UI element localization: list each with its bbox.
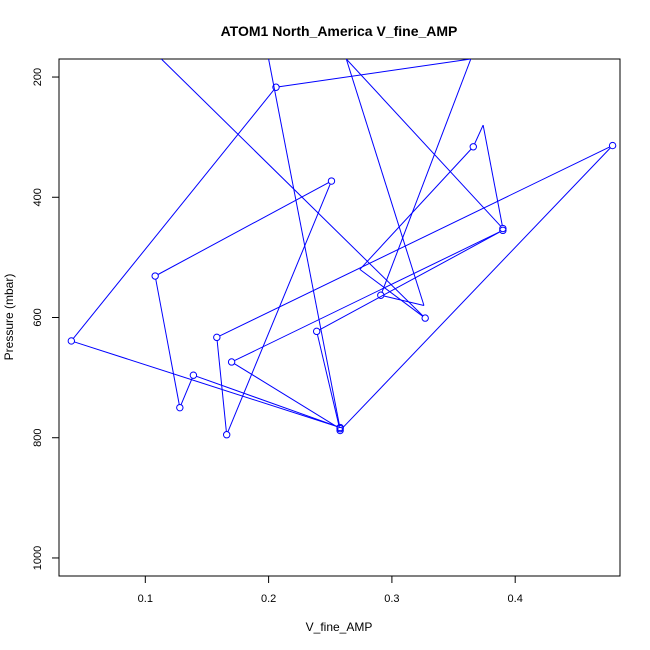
data-point <box>151 272 159 280</box>
series-0 <box>67 59 617 439</box>
chart-title: ATOM1 North_America V_fine_AMP <box>221 23 458 39</box>
series-segment <box>234 231 501 362</box>
data-point <box>67 337 76 345</box>
data-point <box>189 371 198 379</box>
series-segment <box>345 59 502 227</box>
x-axis-label: V_fine_AMP <box>306 620 373 634</box>
data-point <box>608 141 617 150</box>
series-segment <box>219 146 610 337</box>
y-tick-label: 1000 <box>32 546 44 570</box>
data-point <box>327 177 336 185</box>
series-segment <box>341 147 611 429</box>
series-segment <box>319 231 501 331</box>
data-point <box>213 333 221 342</box>
series-segment <box>279 59 471 88</box>
data-point <box>469 143 477 151</box>
x-tick-label: 0.1 <box>138 593 153 605</box>
data-point <box>227 358 236 366</box>
series-segment <box>482 125 503 226</box>
series-segment <box>72 89 275 339</box>
y-axis-label: Pressure (mbar) <box>2 274 16 361</box>
series-segment <box>359 148 472 270</box>
series-segment <box>359 269 423 317</box>
series-segment <box>216 340 227 432</box>
series-segment <box>160 59 424 317</box>
plot-area <box>67 59 617 439</box>
data-point <box>336 425 344 433</box>
data-point <box>421 314 429 322</box>
y-tick-label: 200 <box>32 68 44 86</box>
y-tick-label: 400 <box>32 188 44 206</box>
series-segment <box>234 363 338 428</box>
y-tick-label: 600 <box>32 308 44 326</box>
series-segment <box>316 334 340 428</box>
data-point <box>222 431 231 439</box>
series-segment <box>196 375 338 427</box>
y-axis: 200 400 600 800 1000 <box>32 68 60 570</box>
data-point <box>272 83 280 91</box>
x-tick-label: 0.4 <box>508 593 523 605</box>
series-segment <box>227 183 331 432</box>
series-segment <box>157 182 329 275</box>
plot-box <box>58 58 621 577</box>
data-point <box>377 291 385 299</box>
series-segment <box>268 59 340 426</box>
series-segment <box>383 295 425 306</box>
data-point <box>499 226 507 235</box>
series-segment <box>474 124 484 145</box>
series-segment <box>381 59 472 293</box>
x-tick-label: 0.3 <box>384 593 399 605</box>
series-segment <box>74 341 338 428</box>
x-tick-label: 0.2 <box>261 593 276 605</box>
data-point <box>176 403 184 412</box>
x-axis: 0.1 0.2 0.3 0.4 <box>138 575 523 605</box>
y-tick-label: 800 <box>32 429 44 447</box>
series-segment <box>180 377 193 405</box>
series-segment <box>345 59 425 306</box>
data-point <box>312 327 321 336</box>
series-segment <box>155 279 180 405</box>
